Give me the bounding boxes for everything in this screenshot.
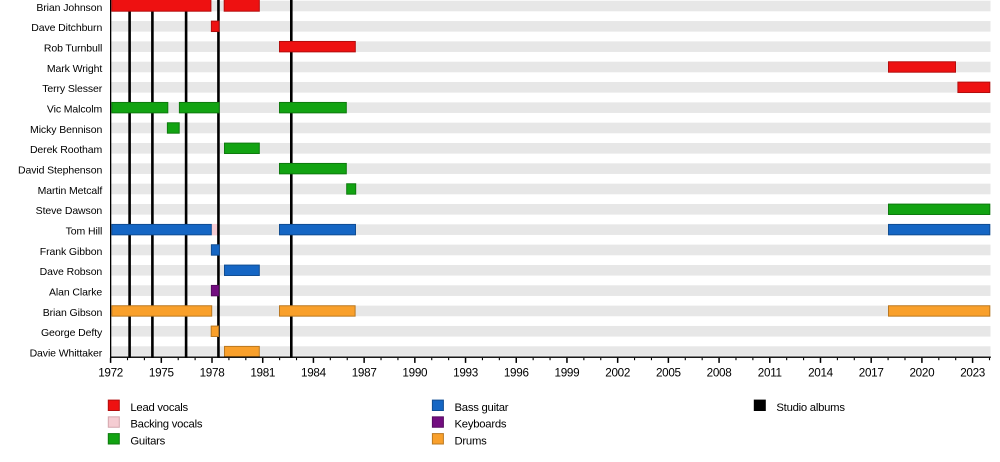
svg-text:Dave Robson: Dave Robson — [40, 266, 103, 278]
svg-text:Terry Slesser: Terry Slesser — [42, 83, 103, 95]
svg-text:1972: 1972 — [98, 366, 123, 379]
svg-text:Davie Whittaker: Davie Whittaker — [30, 348, 103, 360]
svg-text:David Stephenson: David Stephenson — [18, 165, 102, 177]
svg-text:Rob Turnbull: Rob Turnbull — [44, 43, 102, 55]
svg-text:2014: 2014 — [808, 366, 834, 379]
svg-text:Micky Bennison: Micky Bennison — [30, 124, 102, 136]
svg-text:1993: 1993 — [453, 366, 478, 379]
svg-text:1996: 1996 — [504, 366, 529, 379]
svg-text:George Defty: George Defty — [41, 327, 103, 339]
svg-text:Bass guitar: Bass guitar — [455, 402, 509, 414]
svg-text:Martin Metcalf: Martin Metcalf — [38, 185, 103, 197]
svg-text:2023: 2023 — [960, 366, 985, 379]
svg-text:1984: 1984 — [301, 366, 327, 379]
svg-text:Keyboards: Keyboards — [455, 419, 507, 431]
svg-text:Brian Gibson: Brian Gibson — [43, 307, 103, 319]
svg-text:Brian Johnson: Brian Johnson — [36, 2, 102, 14]
svg-text:Dave Ditchburn: Dave Ditchburn — [31, 22, 102, 34]
svg-text:1981: 1981 — [250, 366, 275, 379]
svg-text:2017: 2017 — [859, 366, 884, 379]
svg-text:Studio albums: Studio albums — [776, 402, 845, 414]
svg-text:Tom Hill: Tom Hill — [66, 226, 103, 238]
svg-text:Derek Rootham: Derek Rootham — [30, 144, 103, 156]
svg-text:2005: 2005 — [656, 366, 682, 379]
svg-text:1975: 1975 — [149, 366, 175, 379]
svg-text:Lead vocals: Lead vocals — [130, 402, 188, 414]
svg-text:1987: 1987 — [352, 366, 377, 379]
svg-text:Guitars: Guitars — [130, 435, 165, 447]
svg-text:2002: 2002 — [605, 366, 630, 379]
svg-text:Alan Clarke: Alan Clarke — [49, 287, 102, 299]
svg-text:1990: 1990 — [402, 366, 428, 379]
svg-text:Drums: Drums — [455, 435, 488, 447]
svg-text:Steve Dawson: Steve Dawson — [36, 205, 103, 217]
svg-text:Backing vocals: Backing vocals — [130, 419, 202, 431]
svg-text:1999: 1999 — [555, 366, 580, 379]
svg-text:Frank Gibbon: Frank Gibbon — [40, 246, 103, 258]
svg-text:1978: 1978 — [200, 366, 225, 379]
svg-text:2008: 2008 — [707, 366, 732, 379]
svg-text:2011: 2011 — [758, 366, 782, 379]
svg-text:Vic Malcolm: Vic Malcolm — [47, 104, 103, 116]
svg-text:2020: 2020 — [909, 366, 935, 379]
svg-text:Mark Wright: Mark Wright — [47, 63, 102, 75]
